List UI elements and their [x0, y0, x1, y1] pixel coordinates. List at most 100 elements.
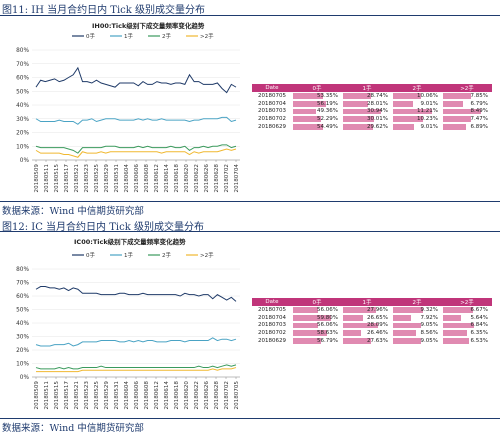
x-tick-label: 20180523 [84, 381, 90, 410]
figure-caption: 图11: IH 当月合约日内 Tick 级别成交量分布 [2, 5, 206, 16]
legend: 0手 1手 2手 >2手 [72, 251, 214, 259]
x-tick-label: 20180529 [104, 164, 110, 193]
x-tick-label: 20180628 [214, 381, 220, 410]
series-line-3 [35, 148, 237, 158]
value-cell: 56.79% [292, 337, 342, 345]
value-cell: 5.64% [442, 314, 492, 322]
y-tick-label: 60% [16, 76, 29, 82]
cell-value: 52.29% [317, 116, 338, 123]
value-cell: 6.89% [442, 123, 492, 131]
column-header: 1手 [342, 298, 392, 306]
x-tick-label: 20180618 [174, 381, 180, 410]
value-cell: 9.32% [392, 306, 442, 314]
line-chart: 0手 1手 2手 >2手 0% 10% 20% 30% 40% 50% 60% 70% 80% 20180… [16, 251, 240, 410]
cell-value: 9.01% [420, 124, 438, 131]
column-header: Date [252, 298, 292, 306]
cell-value: 5.64% [470, 314, 488, 321]
date-cell: 20180705 [258, 306, 286, 313]
data-bar [293, 116, 321, 123]
data-bar [293, 338, 321, 344]
y-tick-label: 40% [16, 321, 29, 327]
data-bar [393, 93, 421, 99]
table-row: 20180703 49.36% 30.94% 11.21% 8.49% [252, 108, 492, 116]
data-bar [343, 307, 376, 313]
x-tick-label: 20180608 [144, 381, 150, 410]
table-row: 20180703 56.06% 28.09% 9.05% 6.84% [252, 322, 492, 330]
chart-title: IH00:Tick级别下成交量频率变化趋势 [92, 22, 205, 30]
x-tick-label: 20180628 [214, 164, 220, 193]
x-tick-label: 20180622 [194, 164, 200, 192]
date-cell: 20180702 [258, 116, 286, 123]
cell-value: 7.92% [420, 314, 438, 321]
series-line-0 [35, 286, 237, 302]
cell-value: 9.01% [420, 100, 438, 107]
x-tick-label: 20180626 [204, 381, 210, 410]
data-bar [443, 108, 481, 115]
value-cell: 30.94% [342, 108, 392, 116]
figure-caption: 图12: IC 当月合约日内 Tick 级别成交量分布 [2, 222, 204, 233]
x-tick-label: 20180531 [114, 164, 120, 193]
legend-label: 0手 [86, 251, 95, 259]
table-row: 20180704 59.80% 26.65% 7.92% 5.64% [252, 314, 492, 322]
x-tick-label: 20180515 [54, 381, 60, 410]
source-note: 数据来源：Wind 中信期货研究部 [2, 206, 144, 217]
table-header-row: Date 0手 1手 2手 >2手 [252, 298, 492, 306]
data-bar [343, 116, 374, 123]
series-line-0 [35, 66, 237, 94]
y-tick-label: 80% [16, 48, 29, 54]
chart-title: IC00:Tick级别下成交量频率变化趋势 [74, 238, 186, 246]
data-bar [443, 93, 471, 99]
data-bar [443, 100, 463, 107]
source-rule [0, 418, 500, 419]
value-cell: 58.63% [292, 329, 342, 337]
y-tick-label: 30% [16, 335, 29, 341]
value-cell: 28.01% [342, 100, 392, 108]
legend: 0手 1手 2手 >2手 [72, 32, 214, 40]
x-tick-label: 20180525 [94, 381, 100, 410]
value-cell: 11.21% [392, 108, 442, 116]
date-cell: 20180629 [258, 338, 286, 345]
column-header: 1手 [342, 84, 392, 92]
data-bar [343, 93, 371, 99]
data-bar [293, 314, 331, 321]
date-cell: 20180702 [258, 330, 286, 337]
cell-value: 30.01% [367, 116, 388, 123]
source-note: 数据来源：Wind 中信期货研究部 [2, 423, 144, 434]
x-tick-label: 20180608 [144, 164, 150, 193]
x-tick-label: 20180702 [224, 164, 230, 192]
caption-rule [0, 15, 500, 16]
x-tick-label: 20180705 [234, 381, 240, 410]
x-tick-label: 20180620 [184, 381, 190, 410]
value-cell: 53.35% [292, 92, 342, 100]
data-bar [443, 330, 467, 337]
y-tick-label: 10% [16, 362, 29, 368]
data-bar [343, 314, 363, 321]
data-bar [343, 338, 371, 344]
value-cell: 9.05% [392, 322, 442, 330]
date-cell: 20180629 [258, 124, 286, 131]
value-cell: 59.80% [292, 314, 342, 322]
stats-table: Date 0手 1手 2手 >2手 20180705 53.35% 28.74% 10.06% 7… [252, 84, 492, 131]
cell-value: 6.84% [470, 322, 488, 329]
legend-label: 2手 [162, 32, 171, 40]
cell-value: 7.85% [470, 92, 488, 99]
column-header: 0手 [292, 298, 342, 306]
caption-rule [0, 231, 500, 232]
data-bar [393, 307, 423, 313]
cell-value: 56.06% [317, 322, 338, 329]
value-cell: 6.79% [442, 100, 492, 108]
data-bar [393, 338, 421, 344]
cell-value: 28.09% [367, 322, 388, 329]
cell-value: 9.32% [420, 306, 438, 313]
y-tick-label: 80% [16, 267, 29, 273]
x-tick-label: 20180515 [54, 164, 60, 193]
x-tick-label: 20180614 [164, 381, 170, 410]
x-tick-label: 20180614 [164, 164, 170, 193]
value-cell: 6.67% [442, 306, 492, 314]
source-rule [0, 201, 500, 202]
cell-value: 56.79% [317, 338, 338, 345]
cell-value: 8.56% [420, 330, 438, 337]
value-cell: 7.85% [442, 92, 492, 100]
x-tick-label: 20180523 [84, 164, 90, 193]
legend-label: 1手 [124, 32, 133, 40]
